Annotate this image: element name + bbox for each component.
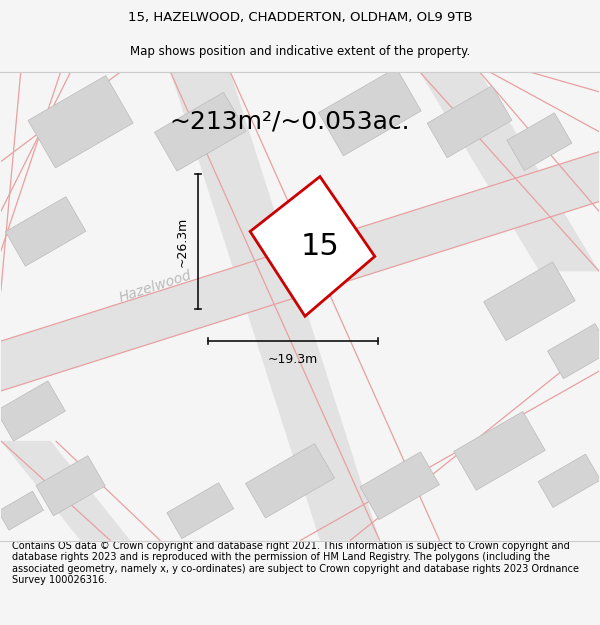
Polygon shape xyxy=(167,482,233,539)
Polygon shape xyxy=(1,441,130,541)
Polygon shape xyxy=(427,86,512,158)
Polygon shape xyxy=(250,177,375,316)
Text: 15: 15 xyxy=(301,232,340,261)
Polygon shape xyxy=(1,152,599,391)
Text: ~213m²/~0.053ac.: ~213m²/~0.053ac. xyxy=(170,110,410,134)
Polygon shape xyxy=(548,324,600,379)
Polygon shape xyxy=(0,381,65,441)
Text: ~26.3m: ~26.3m xyxy=(175,216,188,266)
Polygon shape xyxy=(484,262,575,341)
Polygon shape xyxy=(36,456,105,516)
Polygon shape xyxy=(538,454,600,508)
Text: Contains OS data © Crown copyright and database right 2021. This information is : Contains OS data © Crown copyright and d… xyxy=(12,541,579,586)
Polygon shape xyxy=(360,452,439,519)
Text: Map shows position and indicative extent of the property.: Map shows position and indicative extent… xyxy=(130,44,470,58)
Text: ~19.3m: ~19.3m xyxy=(268,353,318,366)
Polygon shape xyxy=(245,444,335,518)
Polygon shape xyxy=(319,68,421,156)
Polygon shape xyxy=(170,72,380,541)
Polygon shape xyxy=(454,411,545,490)
Polygon shape xyxy=(28,76,133,168)
Polygon shape xyxy=(0,491,44,530)
Text: 15, HAZELWOOD, CHADDERTON, OLDHAM, OL9 9TB: 15, HAZELWOOD, CHADDERTON, OLDHAM, OL9 9… xyxy=(128,11,472,24)
Polygon shape xyxy=(5,197,86,266)
Polygon shape xyxy=(154,92,246,171)
Polygon shape xyxy=(419,72,599,271)
Polygon shape xyxy=(507,113,572,171)
Text: Hazelwood: Hazelwood xyxy=(117,268,194,304)
